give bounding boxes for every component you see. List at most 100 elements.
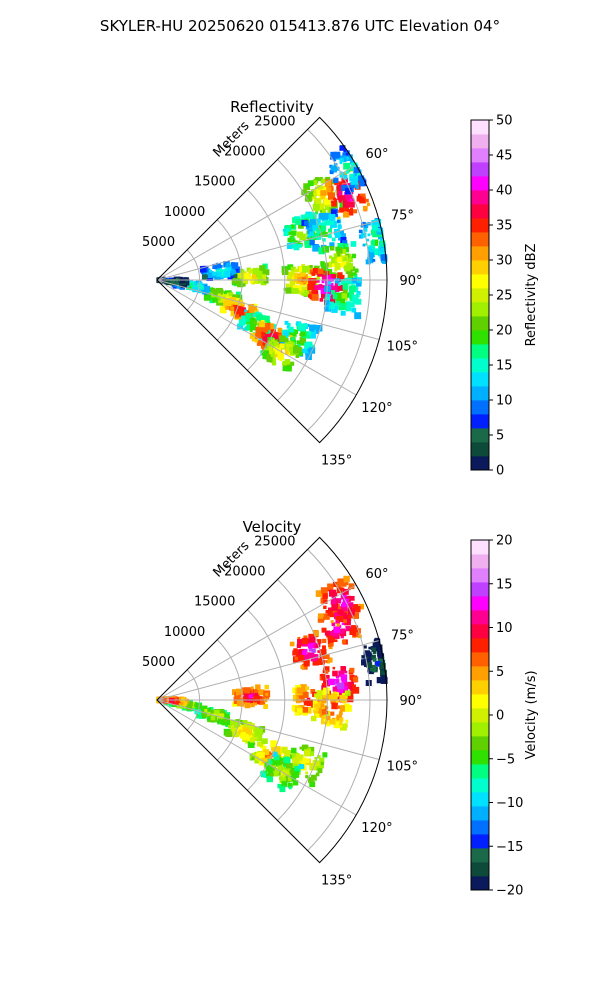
echo-gate	[334, 293, 341, 300]
echo-gate	[285, 283, 290, 288]
range-tick-label: 5000	[142, 655, 175, 670]
echo-gate	[292, 771, 300, 778]
echo-gate	[369, 249, 373, 253]
echo-gate	[359, 178, 366, 185]
echo-gate	[294, 656, 298, 661]
echo-gate	[260, 314, 263, 318]
echo-gate	[271, 361, 277, 366]
echo-gate	[297, 708, 303, 714]
echo-gate	[289, 346, 295, 353]
echo-gate	[270, 740, 277, 748]
echo-gate	[299, 233, 306, 241]
echo-gate	[325, 721, 331, 727]
echo-gate	[348, 291, 355, 298]
echo-gate	[349, 667, 355, 673]
echo-gate	[319, 185, 324, 190]
echo-gate	[325, 706, 329, 710]
echo-gate	[285, 343, 293, 351]
echo-gate	[283, 330, 290, 337]
echo-gate	[341, 698, 347, 704]
echo-gate	[301, 286, 308, 293]
echo-gate	[265, 692, 269, 696]
colorbar-segment	[471, 624, 489, 639]
echo-gate	[302, 710, 308, 716]
echo-gate	[336, 623, 340, 627]
echo-gate	[297, 277, 302, 282]
echo-gate	[260, 270, 265, 274]
echo-gate	[232, 262, 239, 269]
echo-gate	[317, 613, 324, 619]
azimuth-spoke	[156, 639, 380, 701]
echo-gate	[263, 336, 268, 340]
echo-gate	[351, 254, 355, 258]
echo-gate	[284, 757, 291, 764]
echo-gate	[320, 673, 324, 677]
echo-gate	[352, 676, 359, 683]
echo-gate	[341, 293, 348, 299]
echo-gate	[305, 771, 309, 775]
echo-gate	[308, 746, 315, 753]
echo-gate	[320, 764, 324, 769]
range-tick-label: 25000	[254, 114, 295, 129]
echo-gate	[279, 335, 286, 343]
echo-gate	[225, 719, 233, 726]
echo-gate	[336, 705, 341, 709]
echo-gate	[334, 278, 340, 284]
echo-gate	[343, 243, 349, 249]
echo-gate	[377, 646, 381, 650]
echo-gate	[203, 285, 211, 293]
echo-gate	[370, 240, 375, 245]
azimuth-tick-label: 90°	[399, 694, 422, 709]
echo-gate	[203, 713, 208, 717]
echo-gate	[322, 687, 330, 695]
echo-gate	[311, 715, 317, 722]
echo-gate	[350, 303, 355, 308]
echo-gate	[374, 660, 381, 667]
echo-gate	[365, 198, 369, 203]
echo-gate	[236, 699, 244, 707]
echo-gate	[351, 307, 357, 313]
echo-gate	[337, 243, 344, 250]
echo-gate	[291, 287, 295, 292]
echo-gate	[298, 764, 303, 769]
echo-gate	[327, 610, 333, 616]
echo-gate	[380, 670, 386, 676]
echo-gate	[258, 760, 264, 766]
echo-gate	[253, 695, 261, 703]
echo-gate	[312, 699, 318, 704]
echo-gate	[283, 750, 291, 757]
echo-gate	[275, 750, 279, 754]
echo-gate	[340, 666, 346, 672]
echo-gate	[219, 710, 224, 715]
echo-gate	[346, 208, 354, 216]
echo-gate	[264, 693, 270, 699]
echo-gate	[365, 658, 372, 665]
echo-gate	[333, 253, 338, 258]
echo-gate	[338, 199, 342, 203]
echo-gate	[245, 313, 252, 320]
echo-gate	[199, 710, 205, 716]
echo-gate	[266, 356, 272, 362]
echo-gate	[335, 299, 341, 306]
echo-gate	[355, 178, 361, 184]
echo-gate	[350, 241, 357, 247]
colorbar-segment	[471, 568, 489, 583]
echo-gate	[338, 233, 342, 237]
echo-gate	[282, 228, 286, 232]
echo-gate	[227, 712, 231, 715]
echo-gate	[301, 637, 308, 645]
echo-gate	[257, 755, 264, 762]
echo-gate	[267, 754, 273, 760]
echo-gate	[344, 670, 348, 674]
echo-gate	[314, 285, 319, 290]
echo-gate	[268, 346, 273, 351]
echo-gate	[336, 275, 341, 280]
echo-gate	[333, 163, 338, 167]
echo-gate	[349, 285, 356, 293]
echo-gate	[309, 269, 315, 275]
colorbar-segment	[471, 302, 489, 317]
echo-gate	[214, 290, 221, 297]
echo-gate	[294, 268, 298, 273]
echo-gate	[325, 176, 331, 182]
range-tick-label: 5000	[142, 235, 175, 250]
